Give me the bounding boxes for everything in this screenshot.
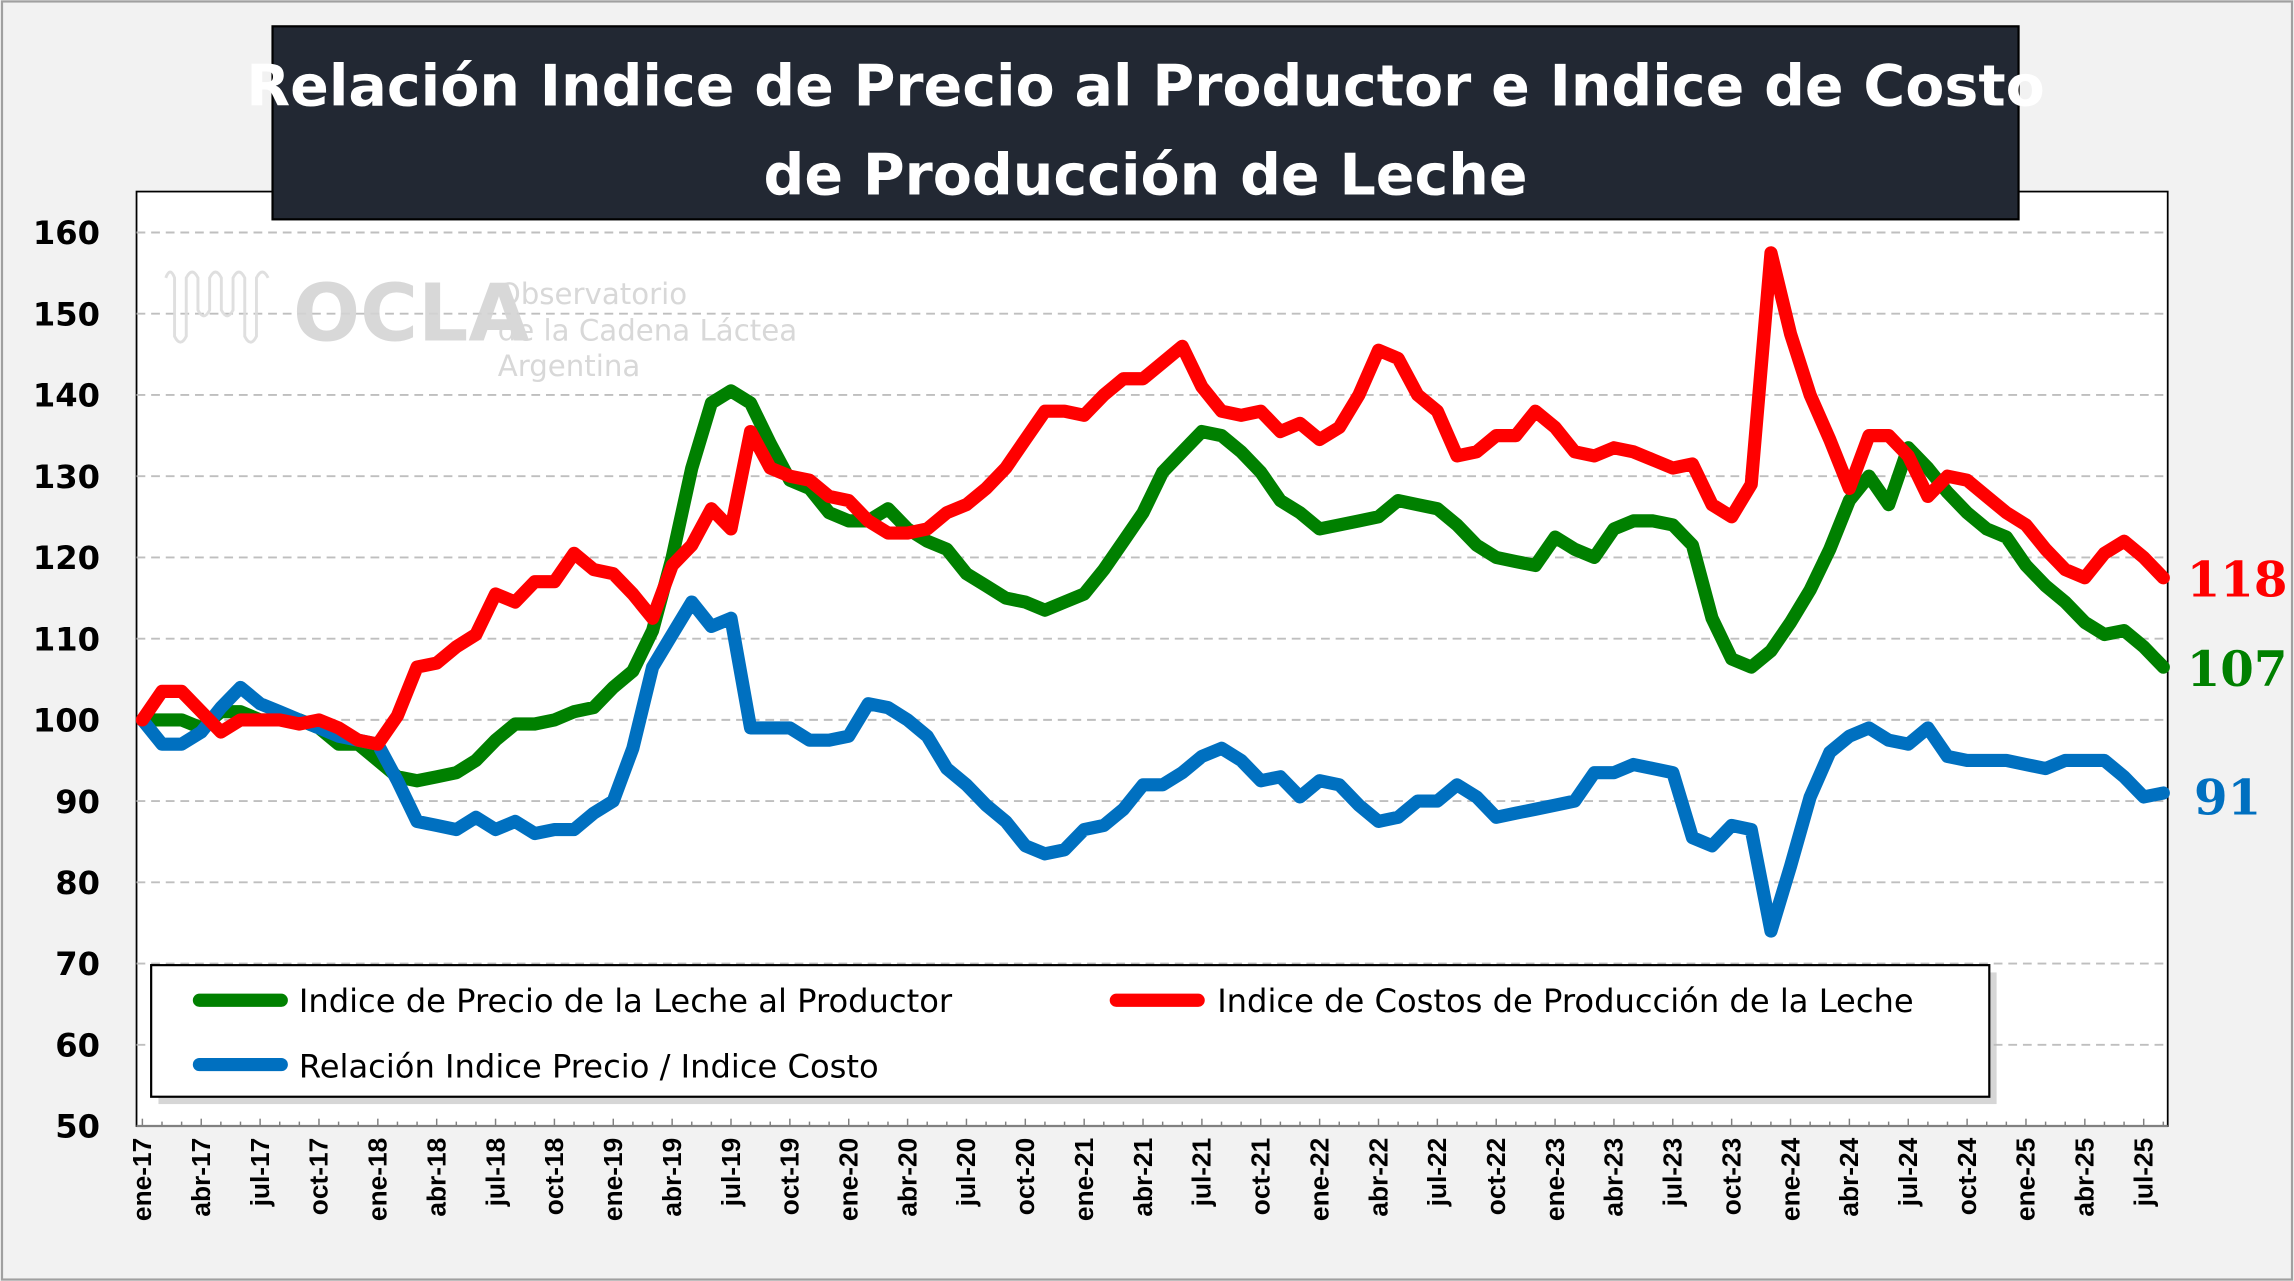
y-tick-label: 160 xyxy=(33,214,100,252)
y-tick-label: 150 xyxy=(33,295,100,333)
x-tick-label: ene-22 xyxy=(1304,1138,1334,1221)
x-tick-label: oct-24 xyxy=(1952,1137,1982,1215)
x-tick-label: jul-24 xyxy=(1893,1137,1923,1207)
x-tick-label: ene-18 xyxy=(363,1138,393,1221)
end-label-price: 107 xyxy=(2187,642,2288,698)
x-tick-label: jul-19 xyxy=(716,1138,746,1208)
ocla-logo-wave-icon xyxy=(164,270,270,344)
y-tick-label: 130 xyxy=(33,458,100,496)
y-tick-label: 70 xyxy=(55,945,100,983)
x-tick-label: ene-21 xyxy=(1069,1138,1099,1221)
x-tick-label: jul-22 xyxy=(1422,1138,1452,1208)
series-line-price xyxy=(135,384,2170,788)
x-tick-label: abr-20 xyxy=(892,1138,922,1217)
x-tick-label: abr-23 xyxy=(1599,1138,1629,1217)
x-tick-label: oct-22 xyxy=(1481,1138,1511,1216)
x-tick-label: oct-20 xyxy=(1010,1138,1040,1216)
y-tick-label: 50 xyxy=(55,1108,100,1146)
legend-label-ratio: Relación Indice Precio / Indice Costo xyxy=(299,1048,879,1086)
y-tick-label: 100 xyxy=(33,702,100,740)
x-tick-label: oct-21 xyxy=(1246,1138,1276,1216)
legend-label-cost: Indice de Costos de Producción de la Lec… xyxy=(1217,982,1914,1020)
series-line-ratio xyxy=(135,595,2170,938)
watermark-logo: OCLA xyxy=(293,268,529,360)
x-tick-label: oct-19 xyxy=(775,1138,805,1216)
title-box xyxy=(271,25,2020,221)
x-tick-label: jul-23 xyxy=(1658,1138,1688,1208)
y-tick-label: 80 xyxy=(55,864,100,902)
x-tick-label: jul-25 xyxy=(2128,1138,2158,1208)
x-tick-label: abr-24 xyxy=(1834,1137,1864,1216)
x-tick-label: ene-25 xyxy=(2011,1138,2041,1221)
legend: Indice de Precio de la Leche al Producto… xyxy=(150,964,1997,1105)
series-lines xyxy=(135,246,2170,938)
ocla-watermark: OCLA Observatorio de la Cadena Láctea Ar… xyxy=(164,268,797,383)
watermark-line2: de la Cadena Láctea xyxy=(498,314,797,348)
title-line-1: Relación Indice de Precio al Productor e… xyxy=(246,53,2045,119)
x-tick-label: ene-17 xyxy=(127,1138,157,1221)
x-tick-label: ene-23 xyxy=(1540,1138,1570,1221)
x-tick-label: ene-19 xyxy=(598,1138,628,1221)
x-tick-label: abr-19 xyxy=(657,1138,687,1217)
x-tick-label: abr-25 xyxy=(2070,1138,2100,1217)
y-tick-label: 120 xyxy=(33,539,100,577)
y-tick-label: 110 xyxy=(33,620,100,658)
series-line-cost xyxy=(135,246,2170,751)
y-tick-label: 140 xyxy=(33,377,100,415)
y-axis-ticks: 50 60 70 80 90 100 110 120 130 140 150 160 xyxy=(33,214,100,1145)
end-label-ratio: 91 xyxy=(2194,771,2261,827)
x-tick-label: oct-18 xyxy=(539,1138,569,1216)
y-tick-label: 60 xyxy=(55,1026,100,1064)
x-axis-ticks: ene-17 abr-17 jul-17 oct-17 ene-18 abr-18 jul-… xyxy=(127,1118,2168,1221)
x-tick-label: oct-17 xyxy=(304,1138,334,1216)
x-tick-label: jul-21 xyxy=(1187,1138,1217,1208)
x-tick-label: oct-23 xyxy=(1716,1138,1746,1216)
watermark-line3: Argentina xyxy=(498,349,641,383)
gridlines xyxy=(136,231,2168,1046)
y-tick-label: 90 xyxy=(55,783,100,821)
x-tick-label: jul-18 xyxy=(480,1138,510,1208)
title-line-2: de Producción de Leche xyxy=(764,142,1528,208)
end-label-cost: 118 xyxy=(2187,553,2288,609)
x-tick-label: abr-22 xyxy=(1363,1138,1393,1217)
x-tick-label: abr-17 xyxy=(186,1138,216,1217)
x-tick-label: ene-20 xyxy=(834,1138,864,1221)
chart-title: Relación Indice de Precio al Productor e… xyxy=(246,25,2045,221)
legend-box xyxy=(150,964,1991,1098)
x-tick-label: jul-20 xyxy=(951,1138,981,1208)
x-tick-label: abr-18 xyxy=(421,1138,451,1217)
legend-label-price: Indice de Precio de la Leche al Producto… xyxy=(299,982,953,1020)
x-tick-label: ene-24 xyxy=(1775,1137,1805,1221)
watermark-line1: Observatorio xyxy=(498,277,687,311)
x-tick-label: jul-17 xyxy=(245,1138,275,1208)
x-tick-label: abr-21 xyxy=(1128,1138,1158,1217)
